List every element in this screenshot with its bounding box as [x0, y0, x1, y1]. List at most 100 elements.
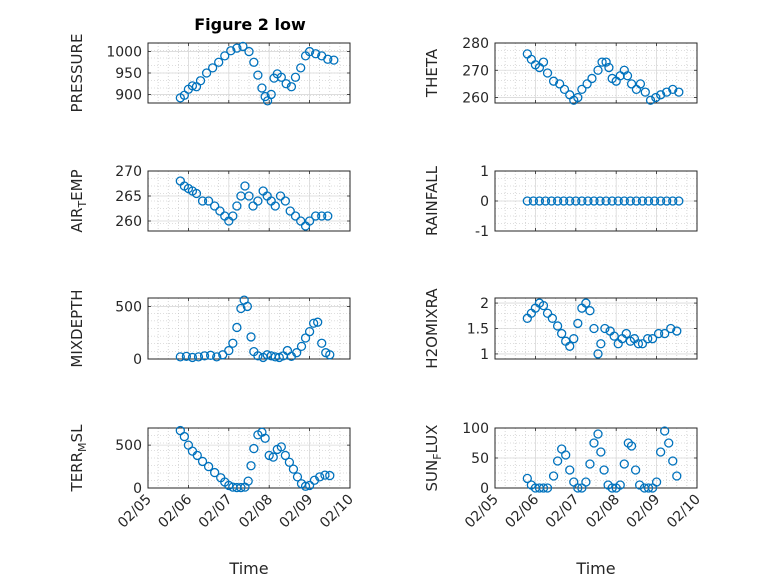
- data-point: [552, 456, 563, 466]
- data-point: [538, 57, 549, 67]
- data-point: [540, 196, 551, 206]
- data-point: [197, 196, 208, 206]
- data-point: [548, 76, 559, 86]
- data-point: [275, 191, 286, 201]
- data-point: [249, 443, 259, 454]
- data-point: [597, 57, 607, 67]
- data-point: [181, 351, 192, 362]
- data-point: [285, 206, 295, 216]
- y-axis-label-rest: LUX: [423, 425, 441, 454]
- data-point: [581, 298, 591, 308]
- data-point: [577, 84, 587, 95]
- y-tick-label: 1000: [106, 45, 142, 61]
- data-point: [179, 431, 190, 442]
- data-point: [308, 318, 319, 328]
- data-point: [601, 196, 611, 206]
- y-axis-label-main: RAINFALL: [423, 165, 441, 236]
- axes-box: [147, 297, 351, 360]
- data-point: [232, 201, 242, 211]
- data-point: [557, 328, 567, 339]
- data-point: [193, 352, 204, 362]
- data-point: [280, 450, 291, 461]
- data-point: [655, 90, 666, 100]
- data-point: [253, 351, 263, 361]
- data-point: [582, 79, 592, 89]
- data-point: [651, 477, 662, 487]
- y-axis-label-main: TERR: [68, 452, 86, 493]
- data-point: [609, 331, 619, 341]
- y-axis-label-main: THETA: [423, 48, 441, 98]
- data-point: [542, 68, 553, 78]
- x-tick-label: 02/05: [462, 492, 502, 532]
- data-point: [266, 89, 276, 100]
- data-point: [571, 196, 581, 206]
- data-point: [643, 334, 653, 344]
- subplot-pressure: 900 950 1000 PRESSURE: [68, 34, 351, 112]
- y-axis-label: AIRTEMP: [68, 169, 89, 232]
- data-point: [623, 438, 633, 448]
- data-point: [304, 327, 315, 337]
- data-point: [621, 328, 631, 339]
- data-point: [542, 483, 553, 493]
- data-point: [280, 196, 291, 206]
- data-point: [596, 339, 606, 349]
- data-point: [640, 87, 650, 97]
- data-point: [625, 196, 635, 206]
- data-point: [637, 339, 648, 349]
- data-point: [313, 317, 323, 327]
- data-point: [534, 196, 545, 206]
- y-axis-label-rest: EMP: [68, 169, 86, 200]
- data-point: [660, 426, 670, 436]
- data-point: [253, 70, 263, 80]
- data-point: [672, 326, 682, 336]
- subplot-sunflux: 0 50 100 SUNFLUX 02/05 02/06 02/07 02/08 02/09 02…: [423, 421, 704, 578]
- x-axis-label: Time: [228, 559, 268, 578]
- subplot-h2omixra: 1 1.5 2 H2OMIXRA: [423, 288, 698, 369]
- data-point: [604, 62, 614, 73]
- data-point: [203, 461, 214, 472]
- data-point: [244, 191, 254, 201]
- data-point: [187, 352, 198, 363]
- x-tick-label: 02/09: [624, 492, 664, 532]
- data-point: [633, 339, 644, 349]
- data-point: [195, 76, 206, 86]
- x-tick-label: 02/08: [583, 492, 623, 532]
- x-tick-label: 02/06: [502, 491, 542, 531]
- data-point: [282, 345, 293, 356]
- data-point: [276, 442, 286, 452]
- y-axis-label-rest: SL: [68, 424, 86, 443]
- y-axis-label: MIXDEPTH: [68, 289, 86, 367]
- x-tick-label: 02/10: [664, 492, 704, 532]
- data-point: [655, 196, 666, 206]
- data-point: [226, 46, 236, 56]
- data-point: [197, 456, 208, 467]
- data-point: [214, 57, 224, 67]
- data-point: [548, 471, 559, 481]
- data-point: [236, 482, 246, 493]
- x-tick-label: 02/06: [155, 491, 195, 531]
- data-point: [585, 306, 595, 316]
- data-point: [212, 352, 222, 362]
- y-tick-label: 270: [462, 63, 489, 79]
- data-point: [199, 351, 210, 361]
- data-point: [649, 196, 660, 206]
- data-point: [292, 472, 303, 482]
- data-point: [244, 46, 254, 57]
- x-tick-label: 02/07: [196, 492, 236, 532]
- y-tick-label: 270: [115, 164, 142, 180]
- data-point: [668, 84, 678, 95]
- data-point: [599, 465, 609, 475]
- data-point: [565, 196, 575, 206]
- data-point: [325, 470, 335, 481]
- data-point: [304, 46, 315, 57]
- data-point: [268, 452, 278, 462]
- x-tick-label: 02/05: [115, 492, 155, 532]
- figure-title: Figure 2 low: [194, 15, 306, 34]
- data-point: [666, 323, 676, 334]
- data-point: [538, 483, 549, 493]
- axes-box: [494, 42, 698, 104]
- data-point: [311, 49, 321, 59]
- y-axis-label: H2OMIXRA: [423, 288, 441, 369]
- data-point: [228, 338, 238, 348]
- data-point: [583, 196, 593, 206]
